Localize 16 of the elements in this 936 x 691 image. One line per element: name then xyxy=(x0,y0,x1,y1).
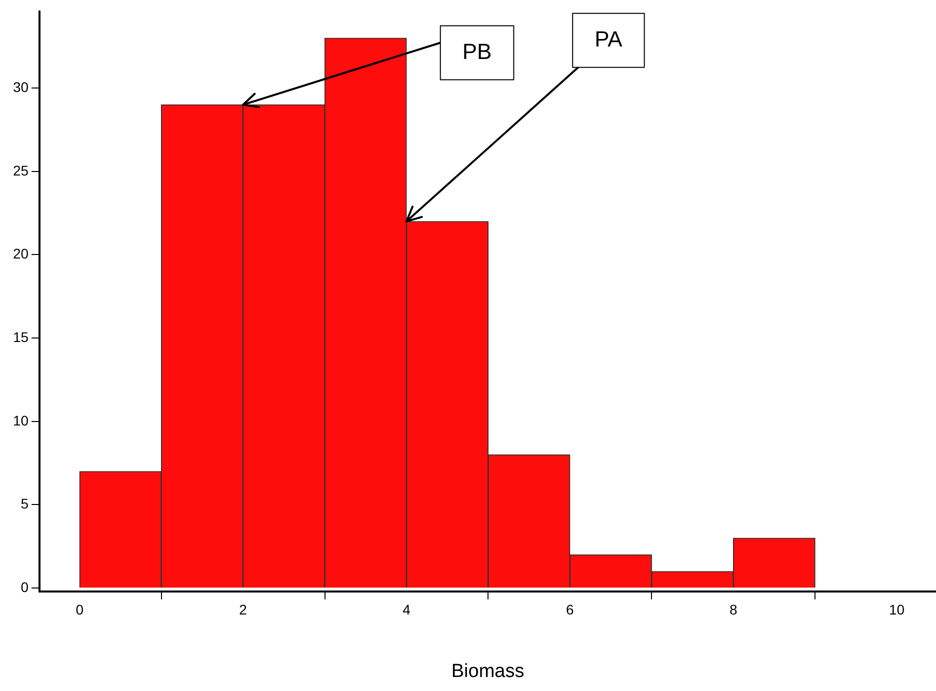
y-tick-label: 10 xyxy=(12,412,29,428)
x-tick-label: 6 xyxy=(566,602,574,618)
y-tick-label: 25 xyxy=(12,162,29,178)
x-axis-title: Biomass xyxy=(451,660,524,682)
y-tick-label: 30 xyxy=(12,78,29,95)
x-tick-label: 8 xyxy=(729,602,738,618)
x-tick-label: 10 xyxy=(888,602,905,618)
y-tick-label: 5 xyxy=(20,496,29,512)
y-tick-label: 0 xyxy=(20,578,29,595)
y-tick-label: 15 xyxy=(12,328,29,345)
y-tick-label: 20 xyxy=(12,246,29,262)
annotation: PB xyxy=(462,38,492,64)
x-tick-label: 2 xyxy=(239,602,248,618)
x-tick-label: 0 xyxy=(76,602,84,618)
annotation: PA xyxy=(594,26,623,52)
x-tick-label: 4 xyxy=(402,602,411,618)
